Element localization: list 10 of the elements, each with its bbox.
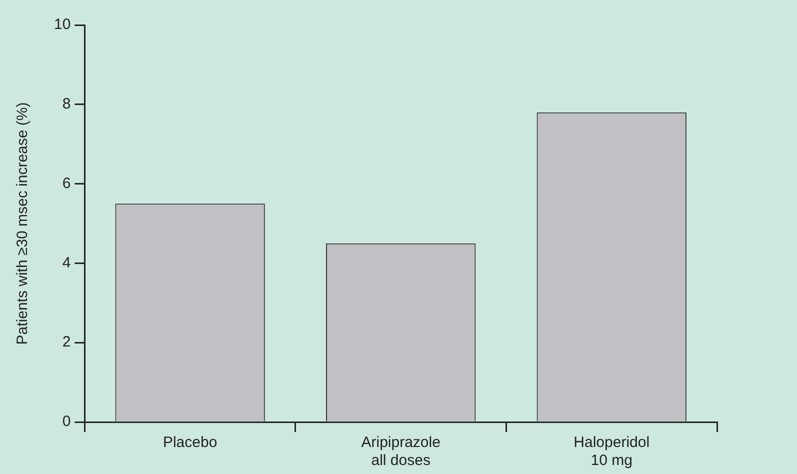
x-tick-label: Aripiprazole all doses <box>361 434 440 470</box>
x-tick-label: Placebo <box>162 434 218 452</box>
y-tick-label: 10 <box>54 16 71 34</box>
y-axis-title: Patients with ≥30 msec increase (%) <box>14 102 32 345</box>
x-tick-label: Haloperidol 10 mg <box>574 434 650 470</box>
y-tick-label: 0 <box>62 413 71 430</box>
y-tick-label: 8 <box>62 96 71 113</box>
y-tick-label: 6 <box>62 174 71 192</box>
y-tick-label: 2 <box>62 334 71 351</box>
y-tick-label: 4 <box>62 254 71 272</box>
